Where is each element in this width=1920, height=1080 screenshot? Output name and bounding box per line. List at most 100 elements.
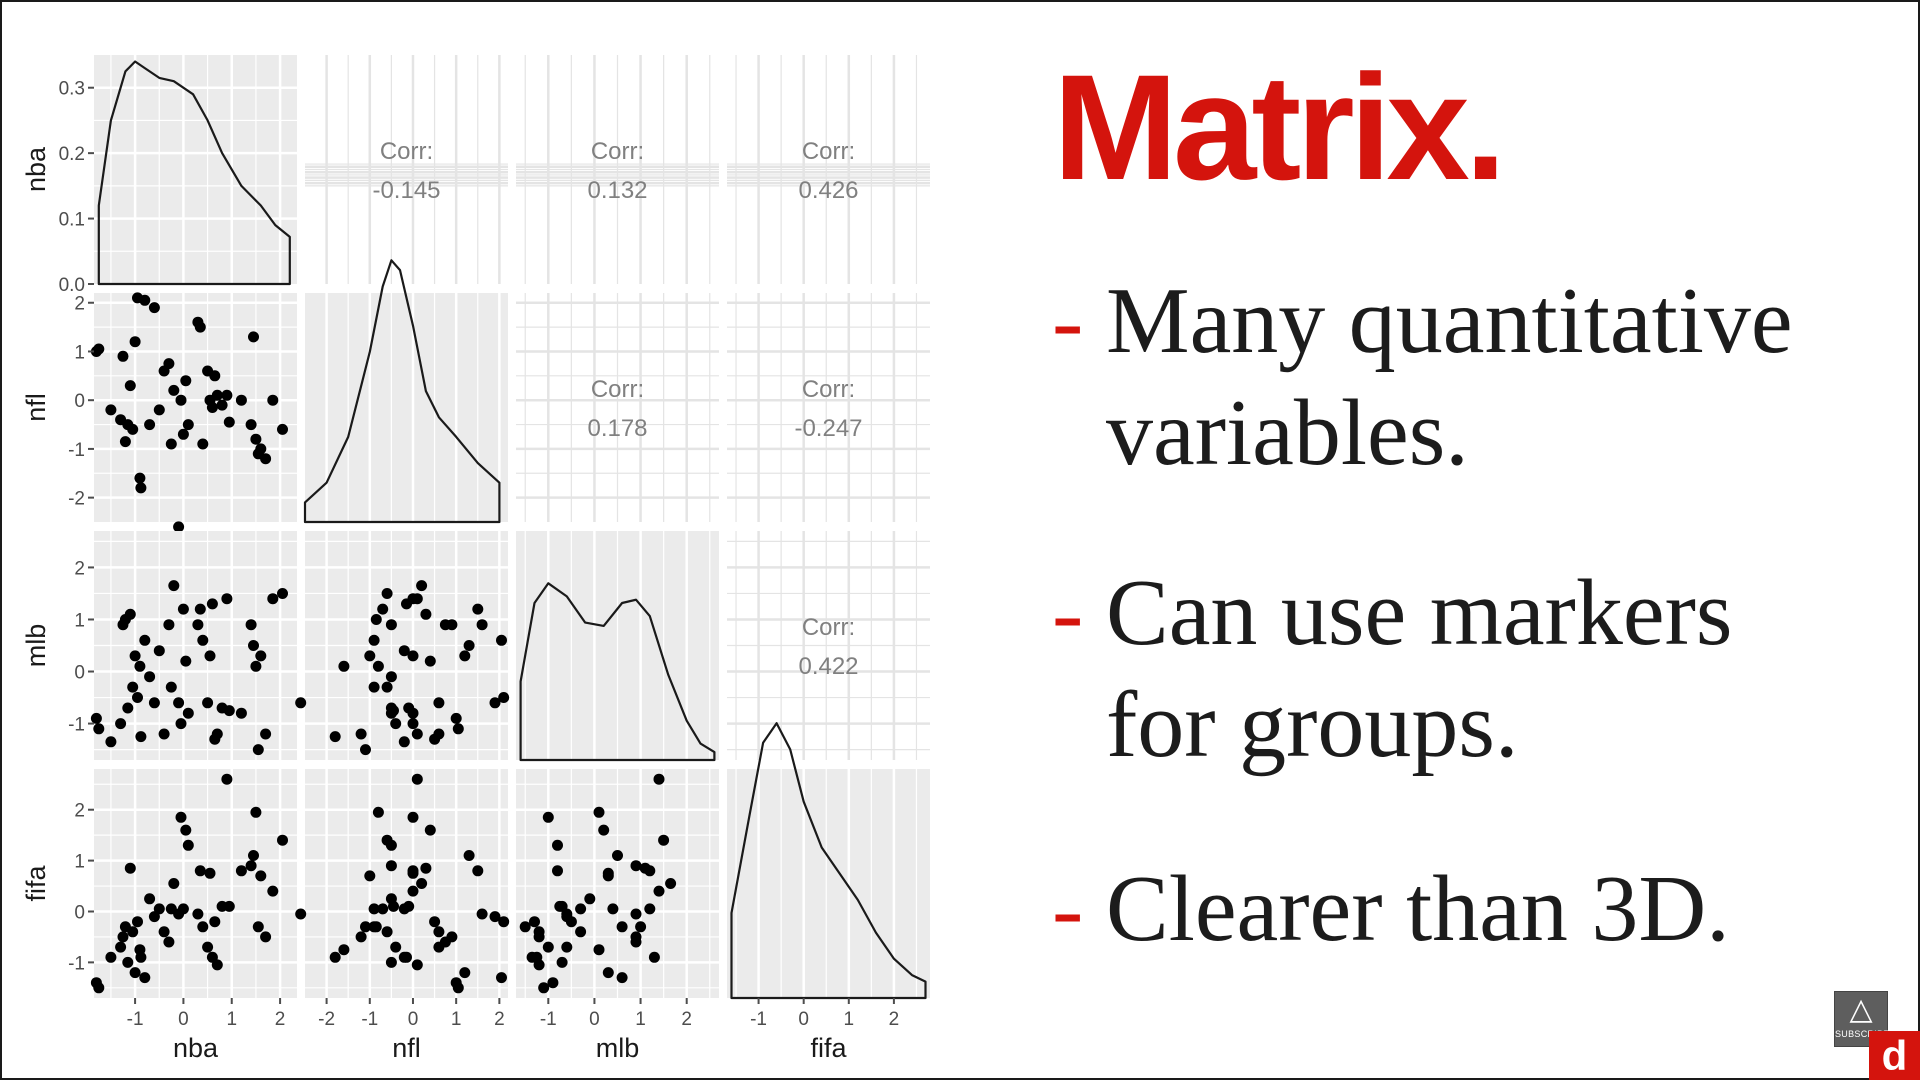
scatter-point (175, 394, 187, 406)
scatter-point (277, 588, 288, 599)
scatter-point (429, 733, 441, 745)
scatter-point (355, 931, 367, 943)
x-tick-label: 1 (844, 1009, 855, 1030)
bullet-text: Clearer than 3D. (1106, 853, 1730, 965)
bullet-dash: - (1052, 269, 1084, 373)
scatter-point (148, 697, 160, 709)
scatter-point (202, 941, 214, 953)
scatter-point (132, 692, 143, 703)
scatter-point (377, 903, 389, 915)
bullet-line: Clearer than 3D. (1106, 857, 1730, 961)
scatter-point (452, 723, 464, 735)
scatter-point (144, 671, 156, 683)
scatter-point (665, 878, 677, 889)
scatter-point (411, 959, 423, 971)
scatter-point (248, 850, 259, 861)
scatter-point (403, 900, 415, 912)
scatter-point (420, 608, 432, 620)
scatter-point (267, 593, 279, 605)
scatter-point (459, 967, 471, 979)
scatter-point (390, 718, 402, 730)
scatter-point (235, 865, 247, 877)
scatter-point (630, 936, 642, 948)
scatter-point (129, 336, 141, 348)
scatter-point (401, 951, 412, 963)
x-tick-label: -1 (540, 1009, 557, 1030)
bullet-text: Many quantitative variables. (1106, 265, 1793, 489)
scatter-point (368, 903, 380, 915)
scatter-point (381, 588, 393, 599)
corr-value-nba-mlb: 0.132 (587, 177, 647, 204)
scatter-point (489, 697, 501, 709)
scatter-point (433, 941, 445, 953)
scatter-point (355, 728, 367, 740)
y-tick-label: -1 (68, 715, 85, 736)
scatter-point (165, 438, 177, 450)
y-tick-label: 1 (74, 342, 85, 363)
scatter-point (223, 900, 235, 912)
scatter-point (139, 972, 151, 984)
scatter-point (593, 806, 605, 818)
scatter-point (612, 850, 623, 861)
bullet-dash: - (1052, 857, 1084, 961)
scatter-point (644, 903, 656, 915)
subscribe-button[interactable]: △ SUBSCRIBE (1834, 991, 1889, 1047)
y-tick-label: 0.0 (59, 275, 85, 296)
scatter-point (211, 959, 223, 971)
x-tick-label: -1 (127, 1009, 144, 1030)
scatter-point (202, 697, 214, 709)
scatter-point (368, 634, 380, 646)
scatter-point (424, 655, 436, 667)
scatter-point (295, 908, 307, 920)
scatter-point (175, 811, 187, 823)
scatter-point (158, 926, 170, 938)
y-tick-label: 2 (74, 801, 85, 822)
scatter-point (398, 645, 410, 657)
scatter-point (338, 944, 350, 956)
scatter-point (163, 936, 175, 948)
scatter-point (607, 903, 619, 915)
y-tick-label: -1 (68, 440, 85, 461)
scatter-point (416, 580, 428, 592)
scatter-point (139, 634, 151, 646)
scatter-point (385, 619, 397, 631)
scatter-point (372, 660, 384, 672)
scatter-point (598, 824, 610, 836)
scatter-point (209, 370, 221, 382)
scatter-point (105, 736, 117, 748)
scatter-point (472, 865, 484, 877)
scatter-point (245, 860, 257, 872)
density-curve-fifa (730, 722, 927, 1000)
scatter-point (616, 972, 628, 984)
y-tick-label: 0.2 (59, 144, 85, 165)
corr-label: Corr: (380, 138, 433, 165)
scatter-point (204, 867, 216, 879)
corr-value-mlb-fifa: 0.422 (798, 653, 858, 680)
scatter-point (377, 603, 389, 615)
scatter-point (105, 951, 117, 963)
scatter-point (168, 384, 180, 396)
scatter-point (630, 860, 642, 872)
x-tick-label: 1 (635, 1009, 646, 1030)
density-curve-mlb (519, 582, 716, 762)
scatter-point (177, 903, 189, 915)
scatter-point (381, 834, 393, 846)
scatter-point (452, 982, 464, 994)
scatter-point (277, 834, 288, 846)
scatter-point (381, 681, 393, 693)
scatter-point (194, 321, 206, 333)
scatter-point (117, 350, 129, 362)
bullet-markers-groups: - Can use markers for groups. (1052, 557, 1892, 781)
y-tick-label: -2 (68, 489, 85, 510)
scatter-point (132, 916, 143, 928)
panel-nba-nba (94, 55, 297, 284)
scatter-point (135, 951, 147, 963)
scatter-point (584, 893, 596, 905)
scatter-point (153, 903, 165, 915)
y-axis-label-nba: nba (21, 146, 51, 192)
y-axis-label-fifa: fifa (21, 865, 51, 902)
scatter-point (439, 619, 451, 631)
scatter-point (153, 404, 165, 416)
x-axis-label-fifa: fifa (810, 1033, 847, 1063)
